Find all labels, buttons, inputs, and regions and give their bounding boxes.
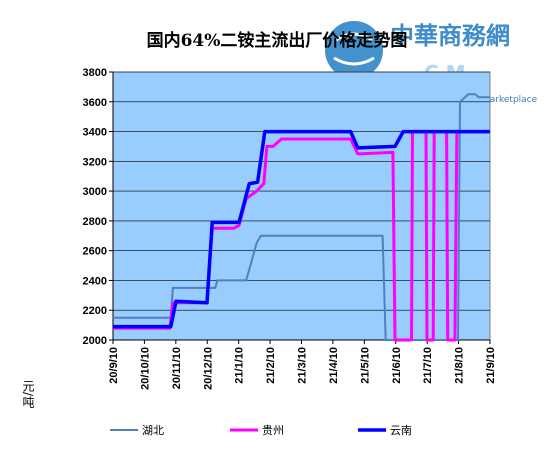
y-tick-label: 3600 — [83, 97, 107, 109]
y-tick-label: 3000 — [83, 186, 107, 198]
x-tick-label: 20/10/10 — [139, 347, 151, 390]
y-tick-label: 3200 — [83, 156, 107, 168]
logo-text-main: 中華商務網 — [390, 22, 510, 50]
x-tick-label: 21/6/10 — [391, 347, 403, 384]
y-tick-label: 2600 — [83, 246, 107, 258]
y-tick-label: 3400 — [83, 127, 107, 139]
chart-title: 国内64%二铵主流出厂价格走势图 — [146, 31, 408, 51]
x-tick-label: 20/9/10 — [108, 347, 120, 384]
y-tick-label: 2200 — [83, 305, 107, 317]
y-axis-title: 元/吨 — [21, 380, 35, 409]
x-tick-label: 21/8/10 — [454, 347, 466, 384]
series-line-0 — [113, 93, 490, 341]
legend-label: 贵州 — [262, 424, 284, 437]
x-tick-label: 21/5/10 — [359, 347, 371, 384]
x-tick-label: 20/11/10 — [171, 347, 183, 389]
x-tick-label: 20/12/10 — [202, 347, 214, 390]
legend-label: 湖北 — [142, 424, 164, 437]
x-tick-label: 21/4/10 — [328, 347, 340, 384]
x-tick-label: 21/9/10 — [485, 347, 497, 384]
y-tick-label: 2000 — [83, 335, 107, 347]
x-tick-label: 21/1/10 — [234, 347, 246, 384]
series-line-2 — [113, 129, 490, 329]
x-tick-label: 21/2/10 — [265, 347, 277, 384]
y-tick-label: 3800 — [83, 67, 107, 79]
x-tick-label: 21/3/10 — [297, 347, 309, 384]
y-tick-label: 2800 — [83, 216, 107, 228]
legend-label: 云南 — [390, 424, 412, 437]
y-tick-label: 2400 — [83, 275, 107, 287]
logo-text-sub: Marketplace — [482, 95, 538, 105]
x-tick-label: 21/7/10 — [422, 347, 434, 384]
